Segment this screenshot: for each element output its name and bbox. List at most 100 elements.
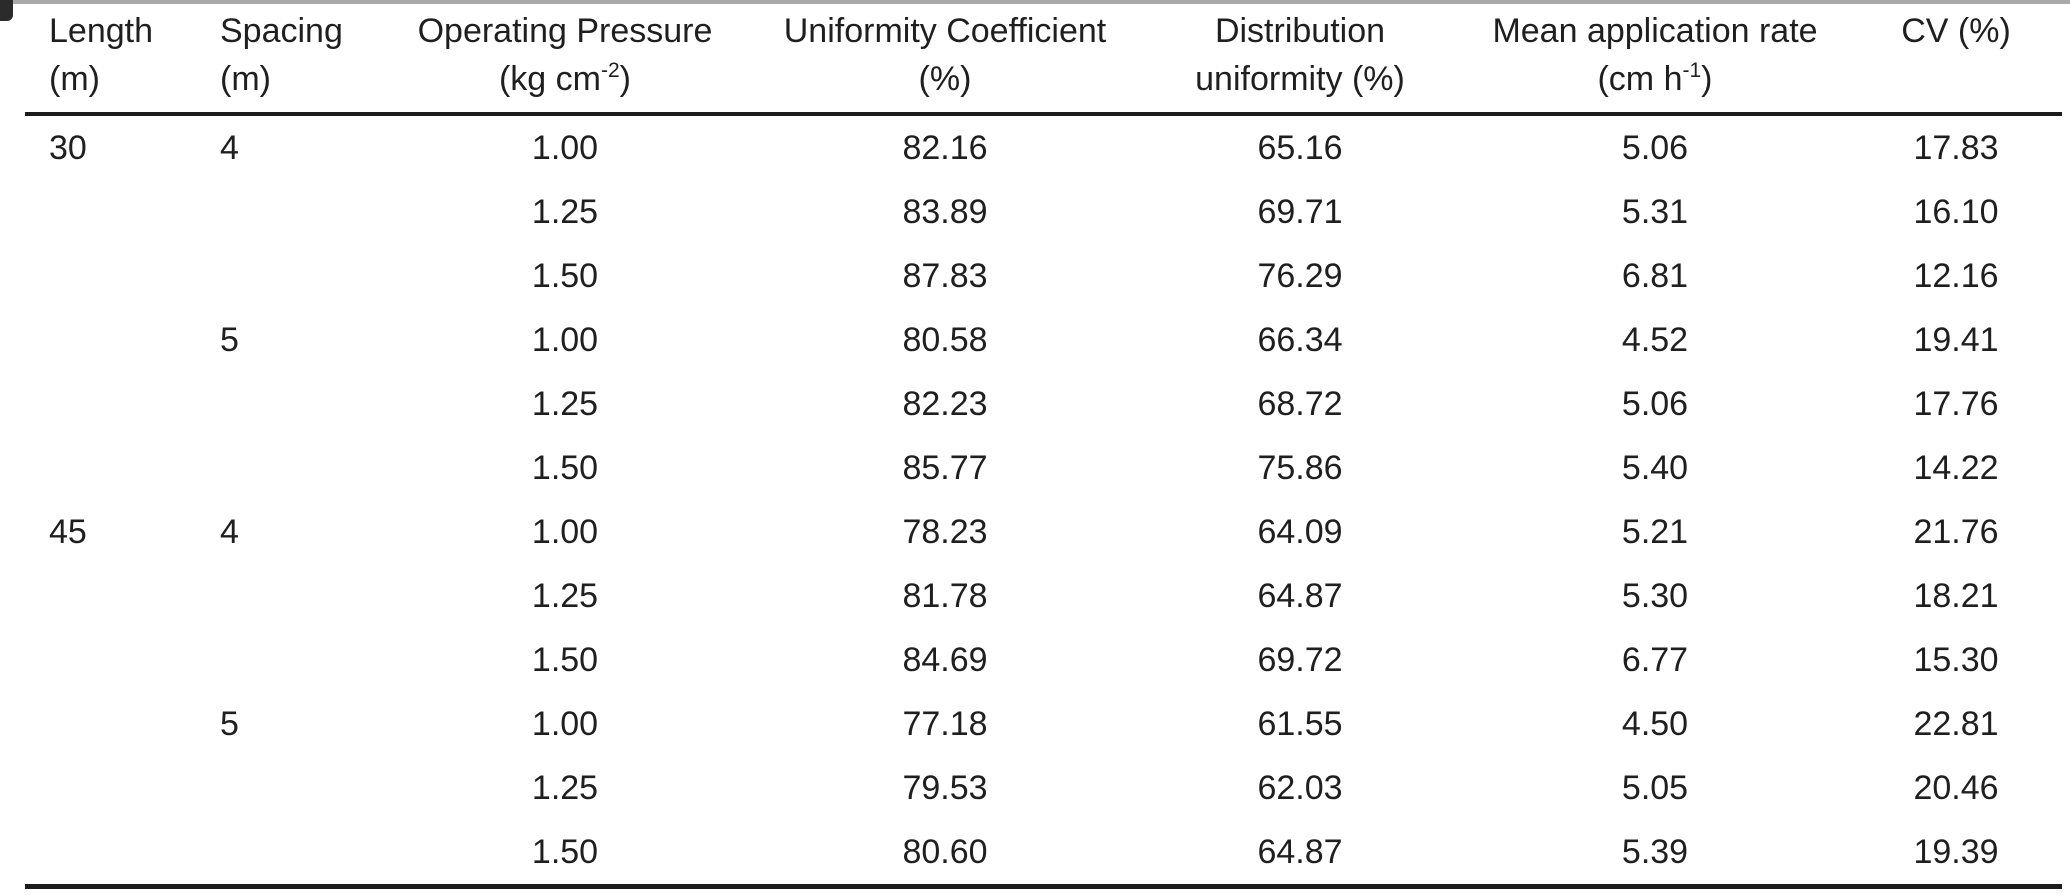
irrigation-uniformity-table: Length (m) Spacing (m) Operating Pressure (kg… [25, 0, 2062, 889]
table-cell-operating-pressure: 1.00 [531, 704, 599, 743]
table-cell-length [25, 180, 180, 244]
column-header-line1: Operating Pressure [417, 12, 713, 50]
table-cell-mean-application-rate: 4.50 [1621, 704, 1689, 743]
table-cell-mean-application-rate: 5.30 [1621, 576, 1689, 615]
table-cell-mean-application-rate: 4.52 [1621, 320, 1689, 359]
table-cell-uniformity-coefficient: 80.60 [902, 832, 988, 871]
header-row: Length (m) Spacing (m) Operating Pressure (kg… [25, 0, 2062, 116]
column-header-line1: Uniformity Coefficient [783, 12, 1107, 50]
table-cell-mean-application-rate: 6.77 [1621, 640, 1689, 679]
table-cell-cv: 17.76 [1913, 384, 1999, 423]
table-body: 30 4 1.00 82.16 65.16 5.06 17.83 1.25 83.89 69.71… [25, 114, 2062, 887]
column-header-length: Length (m) [25, 0, 180, 116]
table-cell-cv: 18.21 [1913, 576, 1999, 615]
column-header-line1: CV (%) [1901, 12, 2011, 50]
table-cell-operating-pressure: 1.00 [531, 128, 599, 167]
table-cell-spacing [180, 756, 360, 820]
table-row: 1.50 87.83 76.29 6.81 12.16 [25, 244, 2062, 308]
table-cell-distribution-uniformity: 64.09 [1257, 512, 1343, 551]
table-cell-cv: 17.83 [1913, 128, 1999, 167]
table-cell-uniformity-coefficient: 83.89 [902, 192, 988, 231]
table-cell-length [25, 628, 180, 692]
table-cell-mean-application-rate: 5.40 [1621, 448, 1689, 487]
table-row: 1.50 84.69 69.72 6.77 15.30 [25, 628, 2062, 692]
table-cell-cv: 20.46 [1913, 768, 1999, 807]
table-cell-uniformity-coefficient: 79.53 [902, 768, 988, 807]
table-cell-uniformity-coefficient: 82.16 [902, 128, 988, 167]
scan-corner-artifact [0, 0, 13, 21]
table-cell-mean-application-rate: 5.05 [1621, 768, 1689, 807]
table-cell-length [25, 692, 180, 756]
table-cell-length [25, 820, 180, 887]
table-cell-uniformity-coefficient: 87.83 [902, 256, 988, 295]
column-header-line1: Mean application rate [1492, 12, 1818, 50]
column-header-mean-application-rate: Mean application rate (cm h-1) [1480, 0, 1830, 116]
table-cell-distribution-uniformity: 64.87 [1257, 832, 1343, 871]
column-header-spacing: Spacing (m) [180, 0, 360, 116]
table-cell-cv: 19.41 [1913, 320, 1999, 359]
table-cell-spacing [180, 244, 360, 308]
unit-text: uniformity (%) [1195, 60, 1405, 98]
column-header-line1: Spacing [220, 12, 343, 50]
table-cell-spacing [180, 564, 360, 628]
table-cell-spacing: 5 [220, 320, 239, 359]
table-row: 1.25 79.53 62.03 5.05 20.46 [25, 756, 2062, 820]
table-cell-cv: 16.10 [1913, 192, 1999, 231]
table-cell-distribution-uniformity: 76.29 [1257, 256, 1343, 295]
table-cell-spacing: 4 [220, 512, 239, 551]
column-header-line2: (%) [770, 55, 1120, 103]
table-cell-distribution-uniformity: 68.72 [1257, 384, 1343, 423]
table-cell-spacing [180, 628, 360, 692]
table-cell-distribution-uniformity: 64.87 [1257, 576, 1343, 615]
unit-text: (m) [220, 60, 271, 98]
table-cell-spacing [180, 436, 360, 500]
unit-text: ) [1701, 60, 1713, 98]
column-header-line1: Length [49, 12, 153, 50]
table-cell-operating-pressure: 1.25 [531, 384, 599, 423]
table-cell-cv: 22.81 [1913, 704, 1999, 743]
table-cell-distribution-uniformity: 61.55 [1257, 704, 1343, 743]
table-cell-distribution-uniformity: 65.16 [1257, 128, 1343, 167]
table-cell-uniformity-coefficient: 85.77 [902, 448, 988, 487]
table-cell-length: 45 [49, 512, 87, 551]
table-cell-mean-application-rate: 5.31 [1621, 192, 1689, 231]
table-cell-operating-pressure: 1.00 [531, 512, 599, 551]
table-cell-operating-pressure: 1.50 [531, 640, 599, 679]
table-cell-distribution-uniformity: 66.34 [1257, 320, 1343, 359]
table-row: 5 1.00 80.58 66.34 4.52 19.41 [25, 308, 2062, 372]
table-cell-mean-application-rate: 6.81 [1621, 256, 1689, 295]
column-header-line2: (cm h-1) [1480, 55, 1830, 103]
table-cell-distribution-uniformity: 69.72 [1257, 640, 1343, 679]
column-header-uniformity-coefficient: Uniformity Coefficient (%) [770, 0, 1120, 116]
column-header-line2: uniformity (%) [1120, 55, 1480, 103]
unit-text: (kg cm [498, 60, 601, 98]
table-cell-uniformity-coefficient: 84.69 [902, 640, 988, 679]
table-cell-length [25, 436, 180, 500]
table-cell-operating-pressure: 1.00 [531, 320, 599, 359]
unit-text: (m) [49, 60, 100, 98]
table-cell-operating-pressure: 1.50 [531, 256, 599, 295]
table-cell-cv: 19.39 [1913, 832, 1999, 871]
table-cell-spacing [180, 820, 360, 887]
table-header: Length (m) Spacing (m) Operating Pressure (kg… [25, 0, 2062, 116]
table-cell-length: 30 [49, 128, 87, 167]
table-row: 1.25 83.89 69.71 5.31 16.10 [25, 180, 2062, 244]
table-cell-cv: 15.30 [1913, 640, 1999, 679]
table-cell-uniformity-coefficient: 78.23 [902, 512, 988, 551]
table-cell-distribution-uniformity: 75.86 [1257, 448, 1343, 487]
table-cell-uniformity-coefficient: 77.18 [902, 704, 988, 743]
column-header-cv: CV (%) [1830, 0, 2062, 116]
table-cell-uniformity-coefficient: 80.58 [902, 320, 988, 359]
table-row: 1.25 82.23 68.72 5.06 17.76 [25, 372, 2062, 436]
table-cell-cv: 21.76 [1913, 512, 1999, 551]
column-header-line1: Distribution [1214, 12, 1386, 50]
table-cell-spacing [180, 372, 360, 436]
table-row: 1.25 81.78 64.87 5.30 18.21 [25, 564, 2062, 628]
column-header-distribution-uniformity: Distribution uniformity (%) [1120, 0, 1480, 116]
column-header-line2: (m) [49, 55, 180, 103]
table-cell-mean-application-rate: 5.39 [1621, 832, 1689, 871]
unit-text: (cm h [1597, 60, 1683, 98]
table-row: 1.50 85.77 75.86 5.40 14.22 [25, 436, 2062, 500]
results-table-container: Length (m) Spacing (m) Operating Pressure (kg… [25, 0, 2062, 889]
table-cell-operating-pressure: 1.25 [531, 576, 599, 615]
